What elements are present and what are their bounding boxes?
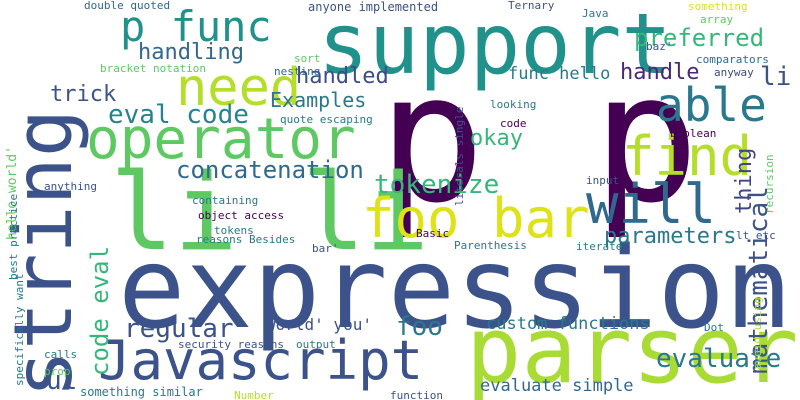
- word: security reasons: [178, 338, 284, 351]
- word: handling: [138, 40, 244, 65]
- word: handled: [296, 64, 389, 89]
- word: array: [700, 13, 734, 26]
- word: avoid using: [751, 297, 764, 370]
- word: sort: [294, 52, 321, 65]
- word: foo bar: [362, 187, 590, 250]
- word: Ternary: [508, 0, 555, 12]
- word: operator: [86, 107, 356, 172]
- word: find: [622, 125, 753, 188]
- word: trick: [50, 82, 117, 107]
- word: output: [296, 338, 336, 351]
- word: baz': [646, 40, 673, 53]
- word: function: [390, 389, 443, 400]
- word: boolean: [670, 127, 717, 140]
- word: object access: [198, 209, 285, 222]
- word: li: [760, 62, 792, 92]
- word: need: [176, 58, 302, 118]
- word: lt etc: [736, 229, 776, 242]
- word: anything: [44, 180, 97, 193]
- word: input: [586, 174, 620, 187]
- word: recursion: [763, 154, 776, 214]
- word: okay: [470, 126, 523, 151]
- word: p func: [120, 2, 272, 51]
- word: literals single: [453, 106, 466, 206]
- word: anyway: [714, 66, 754, 79]
- word: code eval: [86, 245, 114, 376]
- word: li li: [110, 151, 430, 274]
- word: specifically want: [13, 273, 26, 386]
- word: double quoted: [84, 0, 171, 12]
- word: parser: [466, 297, 799, 400]
- word: looking: [490, 98, 537, 111]
- word: thing: [732, 147, 757, 214]
- word: Parenthesis: [454, 239, 527, 252]
- word: foo: [396, 312, 443, 342]
- word: parameters: [604, 224, 737, 249]
- word: Examples: [270, 88, 367, 112]
- word: Javascript: [98, 329, 424, 392]
- word: support: [318, 0, 673, 93]
- word: able: [656, 78, 767, 132]
- word: bracket notation: [100, 62, 206, 75]
- word: Java: [582, 7, 609, 20]
- word: tokens: [214, 224, 254, 237]
- word: Number: [234, 389, 274, 400]
- word: reasons Besides: [196, 233, 296, 246]
- word: comparators: [696, 53, 769, 66]
- word: p p: [378, 35, 700, 242]
- word: best practice: [7, 193, 20, 280]
- word: calls: [44, 348, 78, 361]
- word: Dot: [704, 321, 724, 334]
- word: prop: [44, 365, 71, 378]
- word: code: [500, 117, 527, 130]
- word: evaluate: [656, 344, 782, 374]
- word: evaluate simple: [480, 376, 634, 396]
- word: something: [688, 0, 748, 13]
- word: Basic: [416, 227, 450, 240]
- word: handle: [620, 60, 700, 85]
- word: quote escaping: [280, 113, 373, 126]
- word: preferred: [634, 24, 765, 52]
- word: func hello: [508, 64, 611, 84]
- word: ul: [46, 366, 78, 396]
- word: regular: [124, 314, 234, 344]
- word: nesting: [274, 65, 321, 78]
- word: custom functions: [486, 314, 650, 334]
- word: something similar: [80, 385, 203, 399]
- word: will: [586, 173, 717, 236]
- word: containing: [192, 194, 259, 207]
- word: tokenize: [374, 170, 500, 200]
- word: world' you': [266, 315, 372, 334]
- word: expression: [118, 224, 793, 354]
- word: concatenation: [176, 156, 364, 184]
- word: iterate: [576, 240, 623, 253]
- word: bar': [312, 242, 339, 255]
- word: eval code: [108, 100, 249, 130]
- word: anyone implemented: [308, 0, 439, 14]
